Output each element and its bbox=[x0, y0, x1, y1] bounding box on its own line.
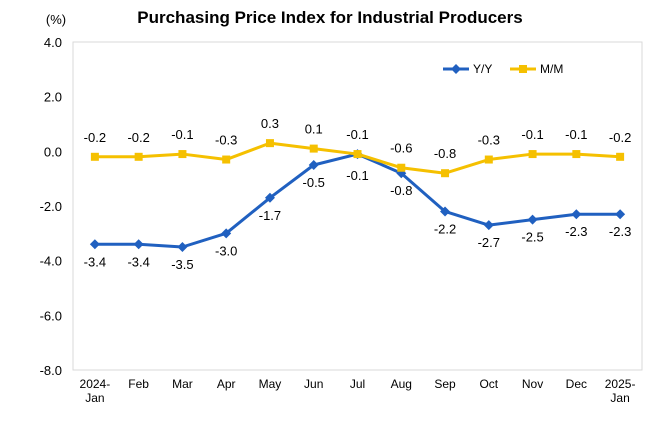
data-label-yy: -3.4 bbox=[84, 254, 106, 269]
data-label-mm: 0.1 bbox=[305, 122, 323, 137]
data-point-yy bbox=[615, 209, 626, 220]
x-tick-label: Mar bbox=[172, 377, 193, 391]
data-point-mm bbox=[134, 152, 143, 161]
data-point-yy bbox=[527, 214, 538, 225]
data-label-mm: -0.3 bbox=[478, 133, 500, 148]
data-label-mm: -0.1 bbox=[521, 127, 543, 142]
data-point-mm bbox=[528, 150, 537, 159]
data-label-yy: -0.8 bbox=[390, 183, 412, 198]
x-tick-label: Nov bbox=[522, 377, 543, 391]
x-tick-label: Jan bbox=[85, 391, 104, 405]
data-label-yy: -3.0 bbox=[215, 243, 237, 258]
x-tick-label: Jul bbox=[350, 377, 365, 391]
data-label-mm: -0.1 bbox=[346, 127, 368, 142]
y-tick-label: 0.0 bbox=[44, 144, 62, 159]
x-tick-label: Aug bbox=[391, 377, 412, 391]
legend-marker-mm bbox=[519, 65, 527, 73]
y-tick-label: -6.0 bbox=[40, 308, 62, 323]
data-point-mm bbox=[572, 150, 581, 159]
legend-marker-yy bbox=[451, 64, 461, 74]
data-label-yy: -1.7 bbox=[259, 208, 281, 223]
x-tick-label: May bbox=[259, 377, 282, 391]
data-label-yy: -2.3 bbox=[609, 224, 631, 239]
x-tick-label: Feb bbox=[128, 377, 149, 391]
data-point-yy bbox=[133, 239, 144, 250]
data-point-mm bbox=[353, 150, 362, 159]
data-point-mm bbox=[178, 150, 187, 159]
data-point-mm bbox=[309, 144, 318, 153]
data-point-mm bbox=[397, 163, 406, 172]
x-tick-label: Jun bbox=[304, 377, 323, 391]
legend-label-mm: M/M bbox=[540, 62, 563, 76]
x-tick-label: 2024- bbox=[80, 377, 111, 391]
y-tick-label: 4.0 bbox=[44, 35, 62, 50]
data-label-mm: -0.6 bbox=[390, 141, 412, 156]
data-label-yy: -3.5 bbox=[171, 257, 193, 272]
x-tick-label: Jan bbox=[610, 391, 629, 405]
data-point-yy bbox=[308, 160, 319, 170]
x-tick-label: Dec bbox=[566, 377, 587, 391]
data-label-mm: -0.2 bbox=[84, 130, 106, 145]
data-label-mm: -0.1 bbox=[171, 127, 193, 142]
data-point-mm bbox=[222, 155, 231, 164]
data-point-yy bbox=[221, 228, 232, 239]
x-tick-label: Sep bbox=[434, 377, 456, 391]
data-point-yy bbox=[571, 209, 582, 220]
data-point-yy bbox=[89, 239, 100, 250]
y-tick-label: -2.0 bbox=[40, 199, 62, 214]
data-label-mm: -0.8 bbox=[434, 146, 456, 161]
data-label-mm: -0.2 bbox=[127, 130, 149, 145]
data-point-mm bbox=[265, 139, 274, 148]
data-point-mm bbox=[484, 155, 493, 164]
data-label-yy: -0.1 bbox=[346, 168, 368, 183]
data-point-yy bbox=[264, 192, 275, 203]
data-point-mm bbox=[441, 169, 450, 178]
data-label-mm: -0.1 bbox=[565, 127, 587, 142]
plot-area bbox=[72, 41, 643, 371]
data-label-yy: -2.3 bbox=[565, 224, 587, 239]
x-tick-label: 2025- bbox=[605, 377, 636, 391]
x-tick-label: Oct bbox=[479, 377, 498, 391]
y-tick-label: 2.0 bbox=[44, 90, 62, 105]
data-point-mm bbox=[90, 152, 99, 161]
data-label-mm: -0.3 bbox=[215, 133, 237, 148]
data-point-yy bbox=[440, 206, 451, 217]
chart-title: Purchasing Price Index for Industrial Pr… bbox=[137, 8, 523, 27]
data-label-yy: -2.5 bbox=[521, 230, 543, 245]
y-tick-label: -8.0 bbox=[40, 363, 62, 378]
data-label-yy: -2.7 bbox=[478, 235, 500, 250]
data-label-yy: -3.4 bbox=[127, 254, 149, 269]
data-point-yy bbox=[177, 242, 188, 252]
data-label-yy: -0.5 bbox=[303, 175, 325, 190]
data-label-mm: 0.3 bbox=[261, 116, 279, 131]
y-tick-label: -4.0 bbox=[40, 254, 62, 269]
data-label-mm: -0.2 bbox=[609, 130, 631, 145]
data-label-yy: -2.2 bbox=[434, 221, 456, 236]
legend-label-yy: Y/Y bbox=[473, 62, 492, 76]
y-unit-label: (%) bbox=[46, 12, 66, 27]
x-tick-label: Apr bbox=[217, 377, 236, 391]
data-point-mm bbox=[616, 152, 625, 161]
data-point-yy bbox=[483, 220, 494, 231]
